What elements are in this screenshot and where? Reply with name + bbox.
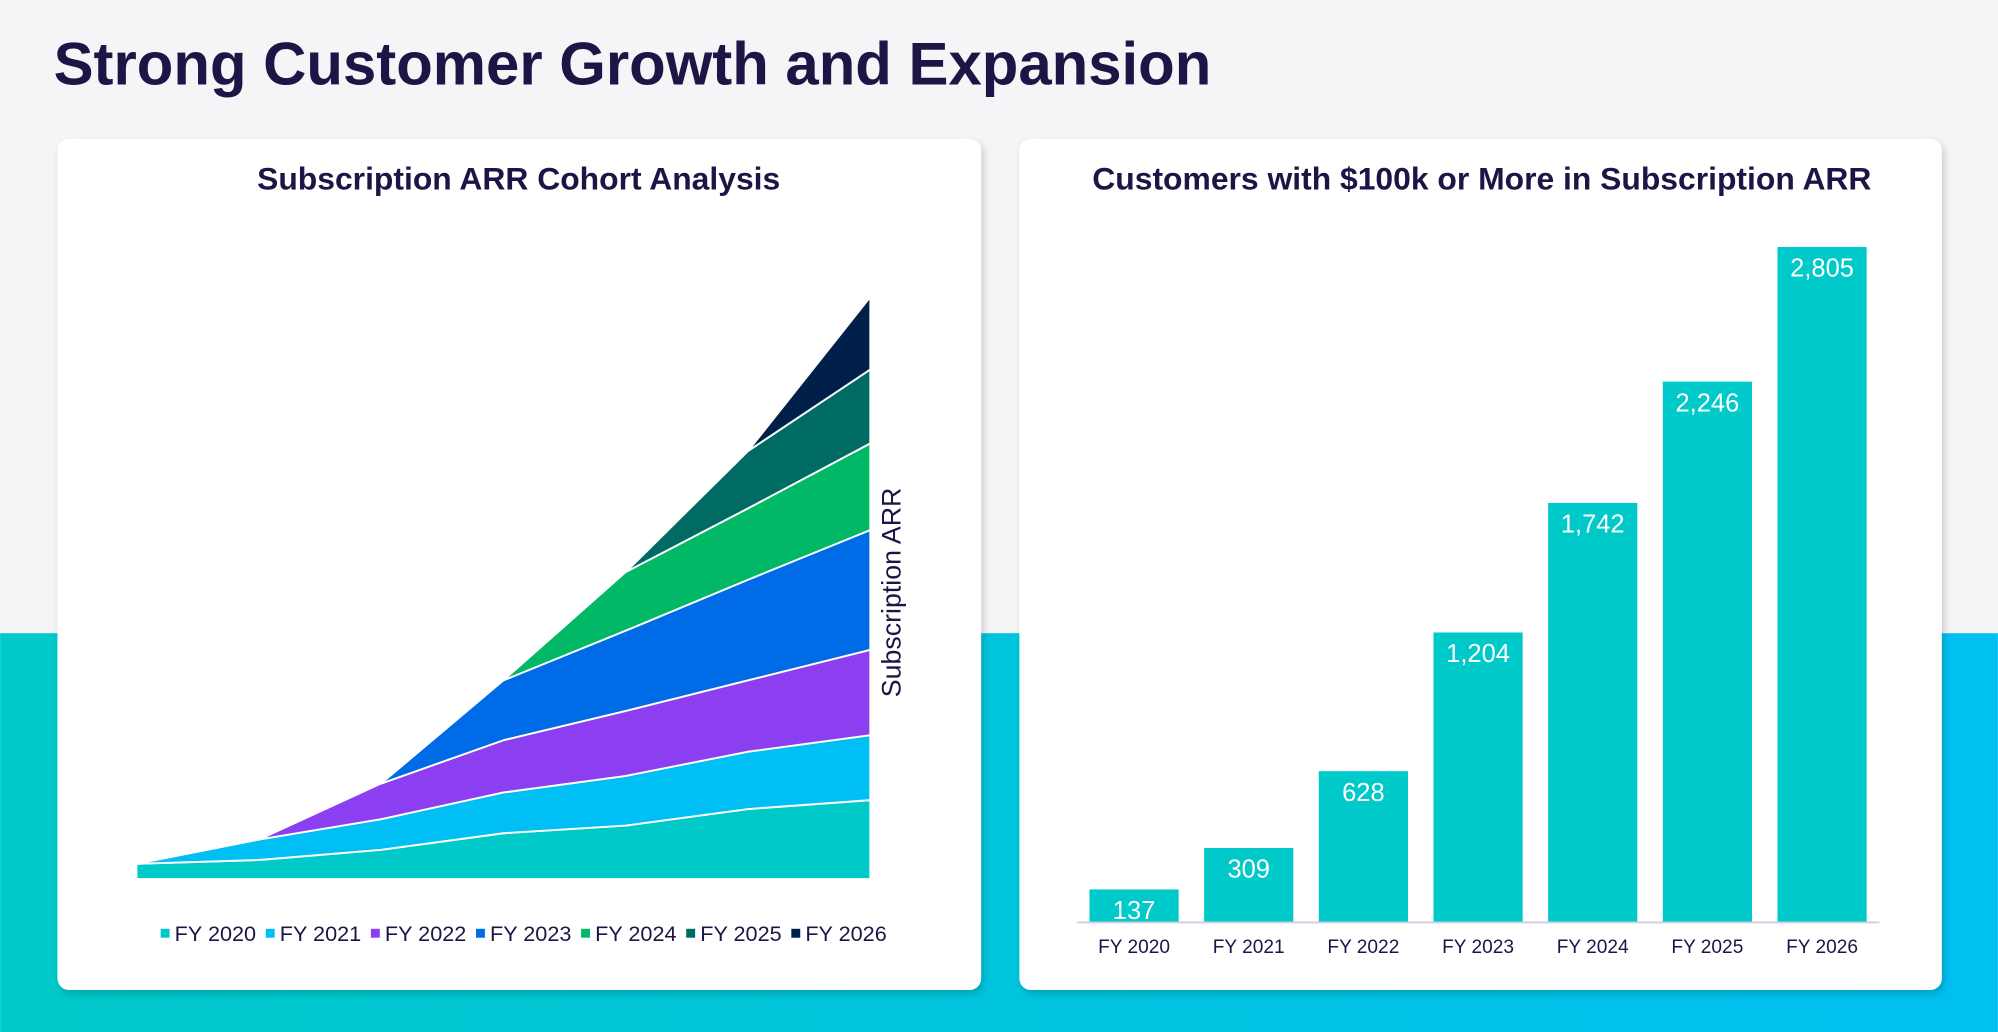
data-label: 2,805: [1790, 255, 1854, 283]
legend-label: FY 2022: [385, 921, 466, 946]
data-label: 2,246: [1676, 389, 1740, 417]
legend-label: FY 2020: [175, 921, 256, 946]
data-label: 628: [1342, 779, 1385, 807]
bar: [1204, 848, 1294, 923]
bar: [1089, 889, 1179, 923]
bar: [1777, 246, 1867, 923]
chart-title: Customers with $100k or More in Subscrip…: [1092, 160, 1871, 196]
legend-marker: [370, 928, 380, 938]
chart-title: Subscription ARR Cohort Analysis: [257, 160, 780, 196]
data-label: 137: [1113, 897, 1156, 925]
bar: [1433, 632, 1523, 923]
y-axis-label: Subscription ARR: [876, 488, 906, 698]
legend-marker: [791, 928, 801, 938]
bar: [1662, 381, 1752, 923]
x-tick-label: FY 2023: [1442, 937, 1514, 958]
data-label: 309: [1227, 856, 1270, 884]
bar: [1548, 502, 1638, 923]
legend-marker: [160, 928, 170, 938]
x-tick-label: FY 2021: [1213, 937, 1285, 958]
legend-label: FY 2026: [805, 921, 886, 946]
area: [747, 295, 872, 452]
legend-label: FY 2025: [700, 921, 781, 946]
legend-marker: [581, 928, 591, 938]
data-label: 1,204: [1446, 640, 1510, 668]
x-tick-label: FY 2022: [1327, 937, 1399, 958]
x-tick-label: FY 2020: [1098, 937, 1170, 958]
x-tick-label: FY 2026: [1786, 937, 1858, 958]
legend-marker: [265, 928, 275, 938]
legend-label: FY 2023: [490, 921, 571, 946]
slide-title: Strong Customer Growth and Expansion: [54, 31, 1212, 98]
legend-marker: [686, 928, 696, 938]
x-tick-label: FY 2025: [1671, 937, 1743, 958]
bar: [1318, 771, 1408, 923]
legend-label: FY 2021: [280, 921, 361, 946]
data-label: 1,742: [1561, 511, 1625, 539]
x-tick-label: FY 2024: [1557, 937, 1629, 958]
legend-label: FY 2024: [595, 921, 676, 946]
legend-marker: [475, 928, 485, 938]
area: [624, 368, 872, 574]
